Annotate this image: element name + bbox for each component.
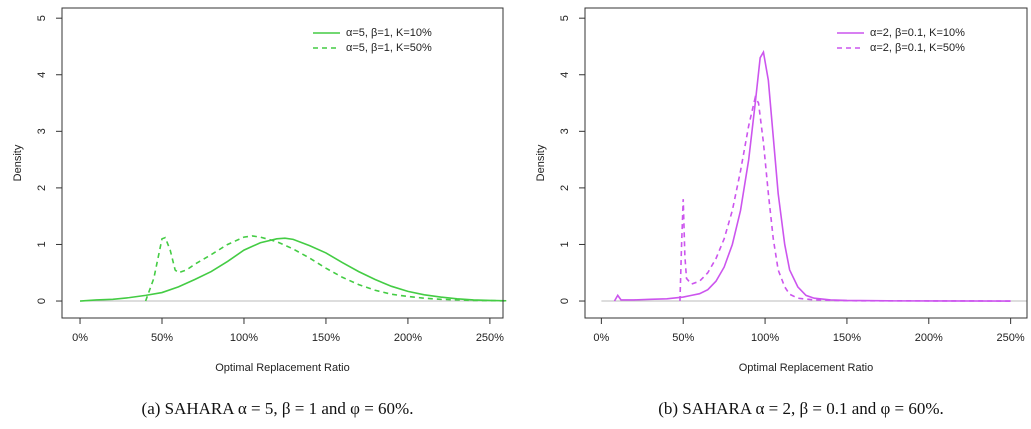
legend-label: α=5, β=1, K=50%: [346, 42, 432, 54]
data-line: [144, 235, 507, 302]
x-tick-label: 100%: [751, 332, 779, 344]
caption: (a) SAHARA α = 5, β = 1 and φ = 60%.: [142, 399, 414, 418]
legend-label: α=2, β=0.1, K=10%: [870, 27, 965, 39]
x-tick-label: 50%: [151, 332, 173, 344]
x-tick-label: 250%: [476, 332, 504, 344]
plot-frame: [61, 7, 504, 319]
data-line: [79, 237, 507, 302]
x-tick-label: 200%: [394, 332, 422, 344]
x-tick-label: 250%: [997, 332, 1025, 344]
y-tick-label: 5: [559, 15, 571, 21]
y-tick-label: 0: [559, 298, 571, 304]
data-line: [679, 95, 1011, 302]
y-tick-label: 1: [36, 241, 48, 247]
legend-label: α=5, β=1, K=10%: [346, 27, 432, 39]
x-axis-label: Optimal Replacement Ratio: [739, 362, 874, 374]
y-axis-label: Density: [535, 144, 547, 181]
y-tick-label: 2: [36, 185, 48, 191]
x-tick-label: 200%: [915, 332, 943, 344]
y-tick-label: 3: [36, 128, 48, 134]
legend-label: α=2, β=0.1, K=50%: [870, 42, 965, 54]
y-tick-label: 1: [559, 241, 571, 247]
data-line: [613, 49, 1011, 302]
y-tick-label: 0: [36, 298, 48, 304]
x-tick-label: 150%: [833, 332, 861, 344]
x-axis-label: Optimal Replacement Ratio: [215, 362, 350, 374]
x-tick-label: 0%: [72, 332, 88, 344]
y-tick-label: 5: [36, 15, 48, 21]
y-tick-label: 4: [559, 72, 571, 78]
x-tick-label: 150%: [312, 332, 340, 344]
y-tick-label: 3: [559, 128, 571, 134]
y-tick-label: 2: [559, 185, 571, 191]
x-tick-label: 50%: [672, 332, 694, 344]
y-tick-label: 4: [36, 72, 48, 78]
y-axis-label: Density: [12, 144, 24, 181]
plot-frame: [584, 7, 1028, 319]
x-tick-label: 0%: [593, 332, 609, 344]
x-tick-label: 100%: [230, 332, 258, 344]
caption: (b) SAHARA α = 2, β = 0.1 and φ = 60%.: [658, 399, 944, 418]
